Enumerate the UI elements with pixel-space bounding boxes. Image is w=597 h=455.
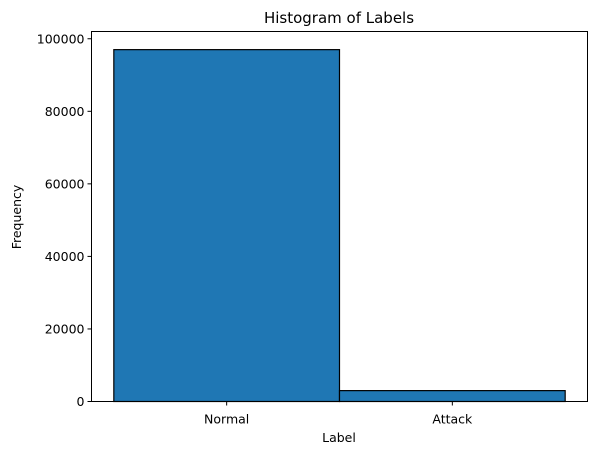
bar-normal	[114, 50, 340, 402]
y-axis-ticks: 0 20000 40000 60000 80000 100000	[37, 31, 92, 409]
x-tick-label: Attack	[432, 412, 473, 427]
y-tick-label: 100000	[37, 31, 85, 46]
y-tick-label: 20000	[45, 321, 85, 336]
x-axis-label: Label	[322, 430, 356, 445]
y-tick-label: 80000	[45, 104, 85, 119]
chart-title: Histogram of Labels	[264, 9, 414, 27]
bar-attack	[340, 391, 566, 402]
x-axis-ticks: Normal Attack	[204, 402, 473, 427]
y-tick-label: 60000	[45, 176, 85, 191]
y-axis-label: Frequency	[9, 184, 24, 249]
y-tick-label: 0	[77, 394, 85, 409]
y-tick-label: 40000	[45, 249, 85, 264]
bars-layer	[114, 50, 565, 402]
x-tick-label: Normal	[204, 412, 249, 427]
